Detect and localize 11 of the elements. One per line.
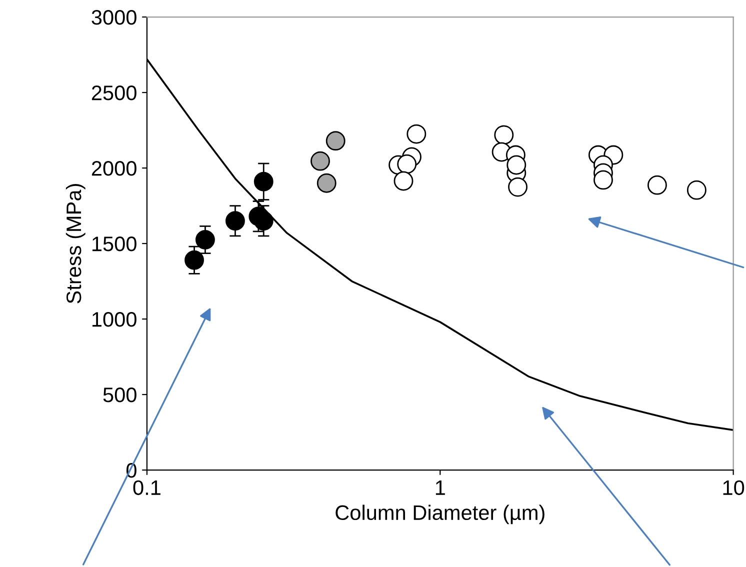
y-tick-label: 2000 <box>92 161 136 176</box>
y-tick-label: 3000 <box>92 10 136 25</box>
x-tick-label: 10 <box>723 480 744 496</box>
x-tick-label: 0.1 <box>133 480 160 496</box>
y-tick-label: 2500 <box>92 86 136 100</box>
x-tick-label: 1 <box>436 480 445 495</box>
y-tick-label: 1000 <box>92 312 136 327</box>
y-tick-label: 500 <box>103 388 136 402</box>
x-axis-title: Column Diameter (µm) <box>336 504 544 524</box>
y-tick-label: 1500 <box>92 236 136 252</box>
y-axis-title: Stress (MPa) <box>66 184 86 304</box>
